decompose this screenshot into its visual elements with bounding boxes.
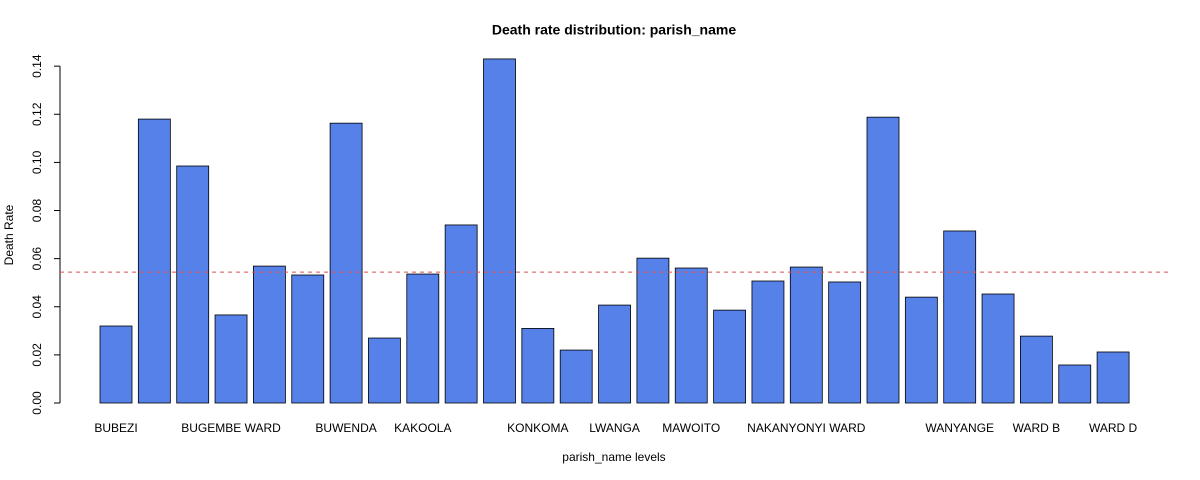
bar <box>521 328 555 404</box>
bar <box>866 116 900 404</box>
x-axis-label: parish_name levels <box>562 450 665 464</box>
bar <box>1096 351 1130 404</box>
x-tick-label: LWANGA <box>589 421 640 435</box>
y-tick-label: 0.02 <box>30 343 44 367</box>
bar <box>483 58 516 404</box>
bar <box>943 230 977 404</box>
bar <box>252 265 286 404</box>
x-tick-label: WARD D <box>1089 421 1138 435</box>
x-tick-label: KONKOMA <box>507 421 568 435</box>
bar <box>176 165 210 404</box>
y-axis-label: Death Rate <box>2 204 16 265</box>
bar <box>214 314 248 404</box>
bar <box>981 293 1015 404</box>
chart-title: Death rate distribution: parish_name <box>492 22 736 38</box>
bar <box>559 349 593 404</box>
y-tick-label: 0.06 <box>30 247 44 271</box>
x-tick-label: WANYANGE <box>925 421 994 435</box>
bar <box>751 280 785 404</box>
bar <box>406 273 440 404</box>
bar <box>291 274 325 404</box>
x-tick-label: KAKOOLA <box>394 421 451 435</box>
bar <box>713 309 746 404</box>
bar <box>598 304 631 404</box>
x-tick-label: MAWOITO <box>662 421 720 435</box>
x-tick-label: BUWENDA <box>315 421 376 435</box>
bar <box>1058 364 1092 404</box>
y-tick-label: 0.12 <box>30 102 44 126</box>
bar <box>137 118 171 404</box>
bar <box>789 266 823 404</box>
bar <box>368 337 401 404</box>
bar <box>636 257 670 404</box>
x-tick-label: NAKANYONYI WARD <box>747 421 866 435</box>
y-tick-label: 0.04 <box>30 295 44 319</box>
bar <box>329 122 363 404</box>
y-tick-label: 0.00 <box>30 391 44 415</box>
bar <box>99 325 133 404</box>
y-tick-label: 0.14 <box>30 54 44 78</box>
bar <box>1020 335 1053 404</box>
y-tick-label: 0.10 <box>30 150 44 174</box>
x-tick-label: BUGEMBE WARD <box>181 421 281 435</box>
x-tick-label: BUBEZI <box>94 421 137 435</box>
x-tick-label: WARD B <box>1013 421 1061 435</box>
bar <box>904 296 938 404</box>
bar <box>444 224 478 404</box>
bar <box>674 267 708 404</box>
y-tick-label: 0.08 <box>30 199 44 223</box>
bar <box>828 281 862 404</box>
